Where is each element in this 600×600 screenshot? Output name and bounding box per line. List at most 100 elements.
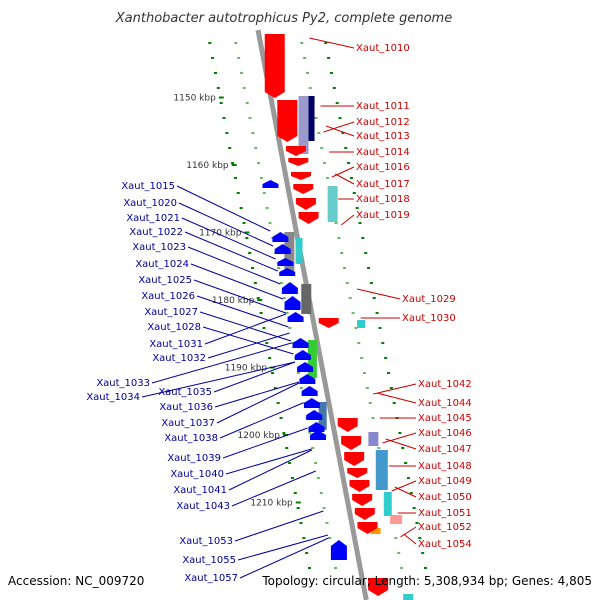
tick-mark (302, 537, 306, 539)
tick-mark (305, 72, 309, 74)
tick-mark (389, 387, 393, 389)
topology-text: Topology: circular; Length: 5,308,934 bp… (261, 574, 592, 588)
tick-mark (352, 192, 356, 194)
tick-mark (394, 537, 398, 539)
scale-label: 1190 kbp (225, 364, 268, 374)
reverse-gene-connector (228, 449, 313, 491)
tick-mark (377, 447, 381, 449)
tick-mark (213, 72, 217, 74)
forward-gene (349, 480, 370, 492)
reverse-gene (310, 430, 326, 440)
tick-mark (270, 372, 274, 374)
tick-mark (225, 132, 229, 134)
tick-mark (239, 207, 243, 209)
tick-mark (400, 567, 404, 569)
tick-mark (361, 237, 365, 239)
tick-mark (354, 327, 358, 329)
tick-mark (259, 177, 263, 179)
tick-mark (371, 417, 375, 419)
reverse-gene (277, 258, 294, 266)
reverse-gene (294, 350, 311, 360)
tick-mark (299, 387, 303, 389)
tick-mark (351, 312, 355, 314)
tick-mark (335, 102, 339, 104)
forward-gene-label: Xaut_1045 (418, 413, 472, 424)
tick-mark (372, 297, 376, 299)
tick-mark (349, 177, 353, 179)
tick-mark (245, 237, 249, 239)
cog-block (383, 492, 392, 516)
tick-mark (234, 42, 238, 44)
tick-mark (368, 402, 372, 404)
tick-mark (316, 477, 320, 479)
tick-mark (265, 207, 269, 209)
tick-mark (381, 342, 385, 344)
tick-mark (328, 537, 332, 539)
tick-mark (219, 102, 223, 104)
tick-mark (343, 267, 347, 269)
tick-mark (338, 117, 342, 119)
forward-gene (293, 184, 314, 194)
reverse-gene-connector (214, 381, 300, 408)
forward-gene-label: Xaut_1050 (418, 492, 472, 503)
forward-gene-label: Xaut_1030 (402, 313, 456, 324)
reverse-gene-label: Xaut_1057 (184, 573, 238, 584)
forward-gene-connector (400, 526, 417, 538)
tick-mark (404, 462, 408, 464)
reverse-gene-connector (181, 217, 276, 260)
tick-mark (253, 282, 257, 284)
reverse-gene-connector (151, 342, 292, 384)
tick-mark (211, 57, 215, 59)
tick-mark (317, 132, 321, 134)
tick-mark (409, 492, 413, 494)
forward-gene (357, 522, 378, 534)
reverse-gene-label: Xaut_1023 (132, 242, 186, 253)
scale-tick (231, 164, 237, 166)
forward-gene-connector (403, 533, 417, 545)
tick-mark (322, 507, 326, 509)
forward-gene-label: Xaut_1048 (418, 461, 472, 472)
reverse-gene-label: Xaut_1035 (158, 387, 212, 398)
forward-gene-connector (309, 37, 355, 49)
cog-block (327, 186, 338, 222)
tick-mark (329, 72, 333, 74)
tick-mark (303, 57, 307, 59)
scale-tick (244, 231, 250, 234)
forward-gene-connector (356, 288, 401, 300)
tick-mark (367, 267, 371, 269)
reverse-gene-label: Xaut_1038 (164, 433, 218, 444)
tick-mark (320, 147, 324, 149)
forward-gene-label: Xaut_1029 (402, 294, 456, 305)
tick-mark (364, 252, 368, 254)
tick-mark (248, 117, 252, 119)
cog-block (298, 96, 309, 154)
tick-mark (288, 327, 292, 329)
reverse-gene-label: Xaut_1015 (121, 181, 175, 192)
tick-mark (288, 462, 292, 464)
forward-gene-connector (394, 486, 417, 498)
reverse-gene-connector (184, 231, 278, 272)
reverse-gene-connector (202, 326, 294, 355)
reverse-gene-connector (207, 332, 290, 359)
tick-mark (415, 522, 419, 524)
reverse-gene (287, 312, 304, 322)
reverse-gene-connector (216, 382, 300, 424)
reverse-gene-label: Xaut_1039 (167, 453, 221, 464)
reverse-gene-connector (213, 361, 296, 393)
tick-mark (262, 192, 266, 194)
tick-mark (268, 222, 272, 224)
forward-gene-labels: Xaut_1010 Xaut_1011 Xaut_1012 Xaut_1013 Xaut… (309, 37, 472, 550)
tick-mark (282, 297, 286, 299)
tick-mark (262, 327, 266, 329)
reverse-gene (303, 398, 320, 408)
tick-mark (296, 507, 300, 509)
kbp-scale: 1150 kbp 1160 kbp 1170 kbp 1180 kbp 1190 kbp… (173, 94, 301, 509)
forward-gene (264, 34, 285, 98)
forward-gene-label: Xaut_1044 (418, 398, 472, 409)
forward-gene (318, 318, 339, 328)
reverse-gene-label: Xaut_1032 (152, 353, 206, 364)
tick-mark (308, 87, 312, 89)
tick-marks (208, 42, 428, 569)
reverse-gene-labels: Xaut_1015 Xaut_1020 Xaut_1021 Xaut_1022 Xaut… (86, 181, 329, 584)
